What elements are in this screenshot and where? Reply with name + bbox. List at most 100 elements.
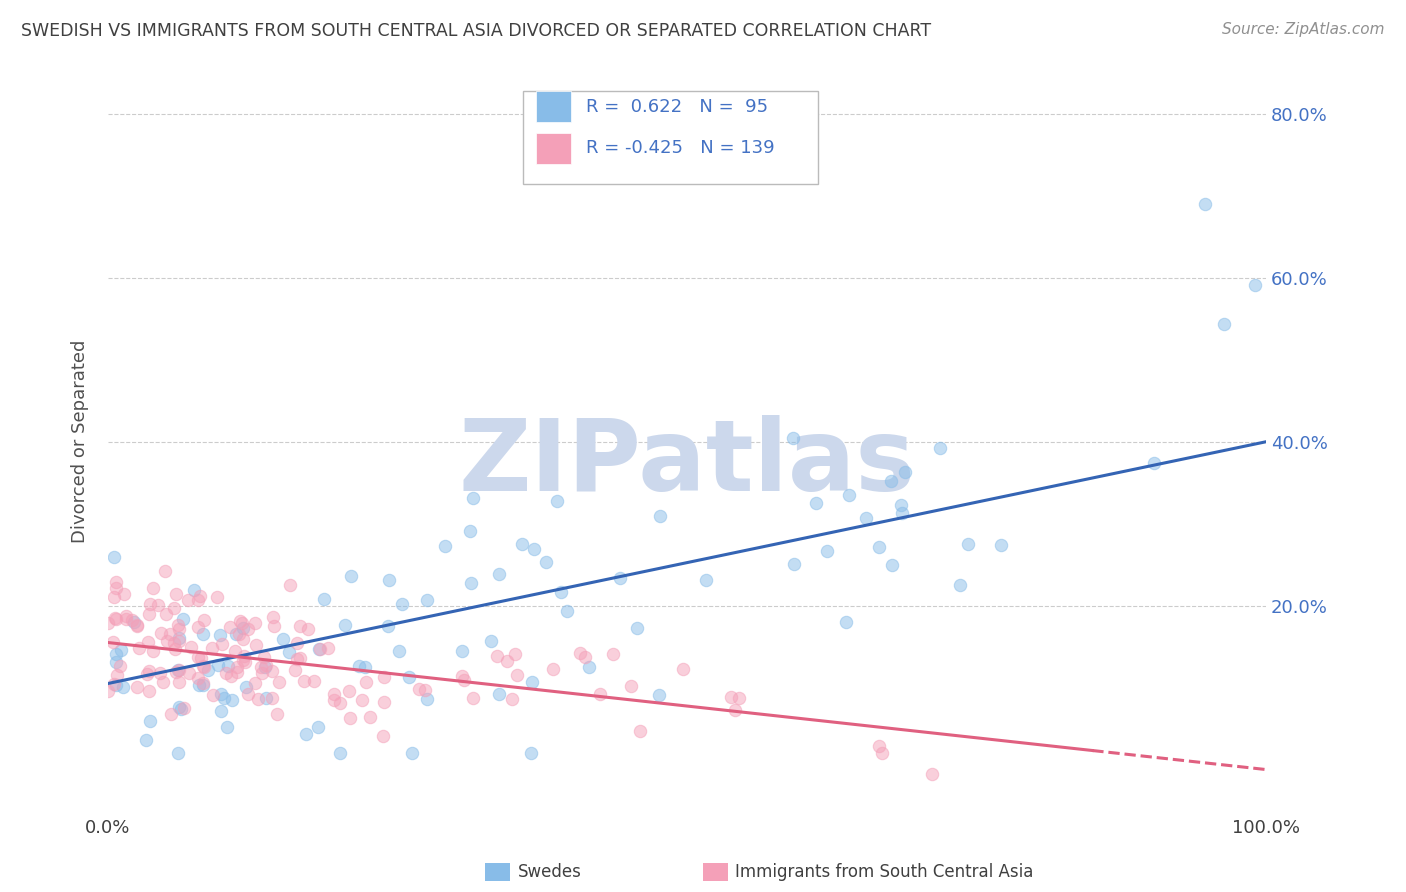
Point	[401, 746, 423, 760]
Point	[197, 663, 219, 677]
Point	[232, 653, 254, 667]
Point	[138, 607, 160, 621]
Point	[620, 679, 643, 693]
Point	[159, 706, 181, 721]
Point	[138, 714, 160, 728]
Point	[152, 675, 174, 690]
Point	[256, 691, 278, 706]
Point	[723, 703, 745, 717]
Point	[461, 691, 484, 706]
Point	[193, 660, 215, 674]
Point	[138, 634, 160, 648]
Point	[377, 619, 399, 633]
Point	[267, 674, 290, 689]
Point	[672, 662, 695, 676]
Text: Immigrants from South Central Asia: Immigrants from South Central Asia	[735, 863, 1033, 881]
Point	[648, 689, 671, 703]
Point	[193, 613, 215, 627]
Point	[891, 506, 914, 520]
Point	[1244, 277, 1267, 292]
Text: ZIPatlas: ZIPatlas	[458, 416, 915, 512]
Point	[377, 573, 399, 587]
Point	[142, 582, 165, 596]
Point	[626, 620, 648, 634]
Point	[232, 632, 254, 646]
Point	[546, 494, 568, 508]
Point	[868, 540, 890, 554]
Point	[302, 674, 325, 689]
Point	[285, 636, 308, 650]
Point	[503, 647, 526, 661]
Point	[221, 693, 243, 707]
Point	[868, 739, 890, 753]
Point	[226, 660, 249, 674]
Point	[534, 555, 557, 569]
Point	[105, 655, 128, 669]
Point	[245, 675, 267, 690]
Point	[254, 660, 277, 674]
Point	[506, 668, 529, 682]
Y-axis label: Divorced or Separated: Divorced or Separated	[72, 340, 89, 543]
Point	[460, 575, 482, 590]
Point	[782, 431, 804, 445]
Point	[235, 655, 257, 669]
Point	[149, 665, 172, 680]
Point	[172, 612, 194, 626]
Point	[111, 680, 134, 694]
Point	[121, 614, 143, 628]
Point	[278, 645, 301, 659]
Point	[956, 537, 979, 551]
Point	[307, 721, 329, 735]
Point	[501, 692, 523, 706]
Point	[278, 578, 301, 592]
Point	[159, 626, 181, 640]
Point	[224, 644, 246, 658]
Bar	[537, 133, 571, 164]
Point	[105, 678, 128, 692]
Point	[453, 673, 475, 687]
Point	[373, 729, 395, 743]
Point	[155, 607, 177, 621]
Point	[485, 649, 508, 664]
Point	[569, 646, 592, 660]
Point	[180, 640, 202, 654]
Point	[166, 663, 188, 677]
Point	[415, 593, 437, 607]
Point	[835, 615, 858, 630]
Point	[609, 571, 631, 585]
Point	[1212, 318, 1234, 332]
Point	[460, 524, 482, 538]
Point	[191, 658, 214, 673]
Text: R =  0.622   N =  95: R = 0.622 N = 95	[586, 98, 768, 116]
Point	[463, 491, 485, 505]
Point	[519, 746, 541, 760]
Point	[128, 640, 150, 655]
Point	[219, 669, 242, 683]
Point	[266, 706, 288, 721]
Point	[188, 589, 211, 603]
Point	[155, 565, 177, 579]
Point	[165, 665, 187, 679]
Point	[783, 558, 806, 572]
Point	[108, 658, 131, 673]
Point	[838, 488, 860, 502]
Point	[212, 691, 235, 706]
Point	[167, 663, 190, 677]
Point	[190, 651, 212, 665]
Point	[179, 665, 201, 680]
Point	[284, 663, 307, 677]
Point	[122, 615, 145, 630]
Point	[187, 620, 209, 634]
Point	[138, 683, 160, 698]
Point	[167, 699, 190, 714]
Point	[103, 611, 125, 625]
FancyBboxPatch shape	[523, 91, 818, 184]
Point	[359, 710, 381, 724]
Point	[488, 566, 510, 581]
Point	[217, 658, 239, 673]
Point	[156, 634, 179, 648]
Point	[105, 581, 128, 595]
Point	[555, 604, 578, 618]
Point	[191, 626, 214, 640]
Point	[880, 558, 903, 572]
